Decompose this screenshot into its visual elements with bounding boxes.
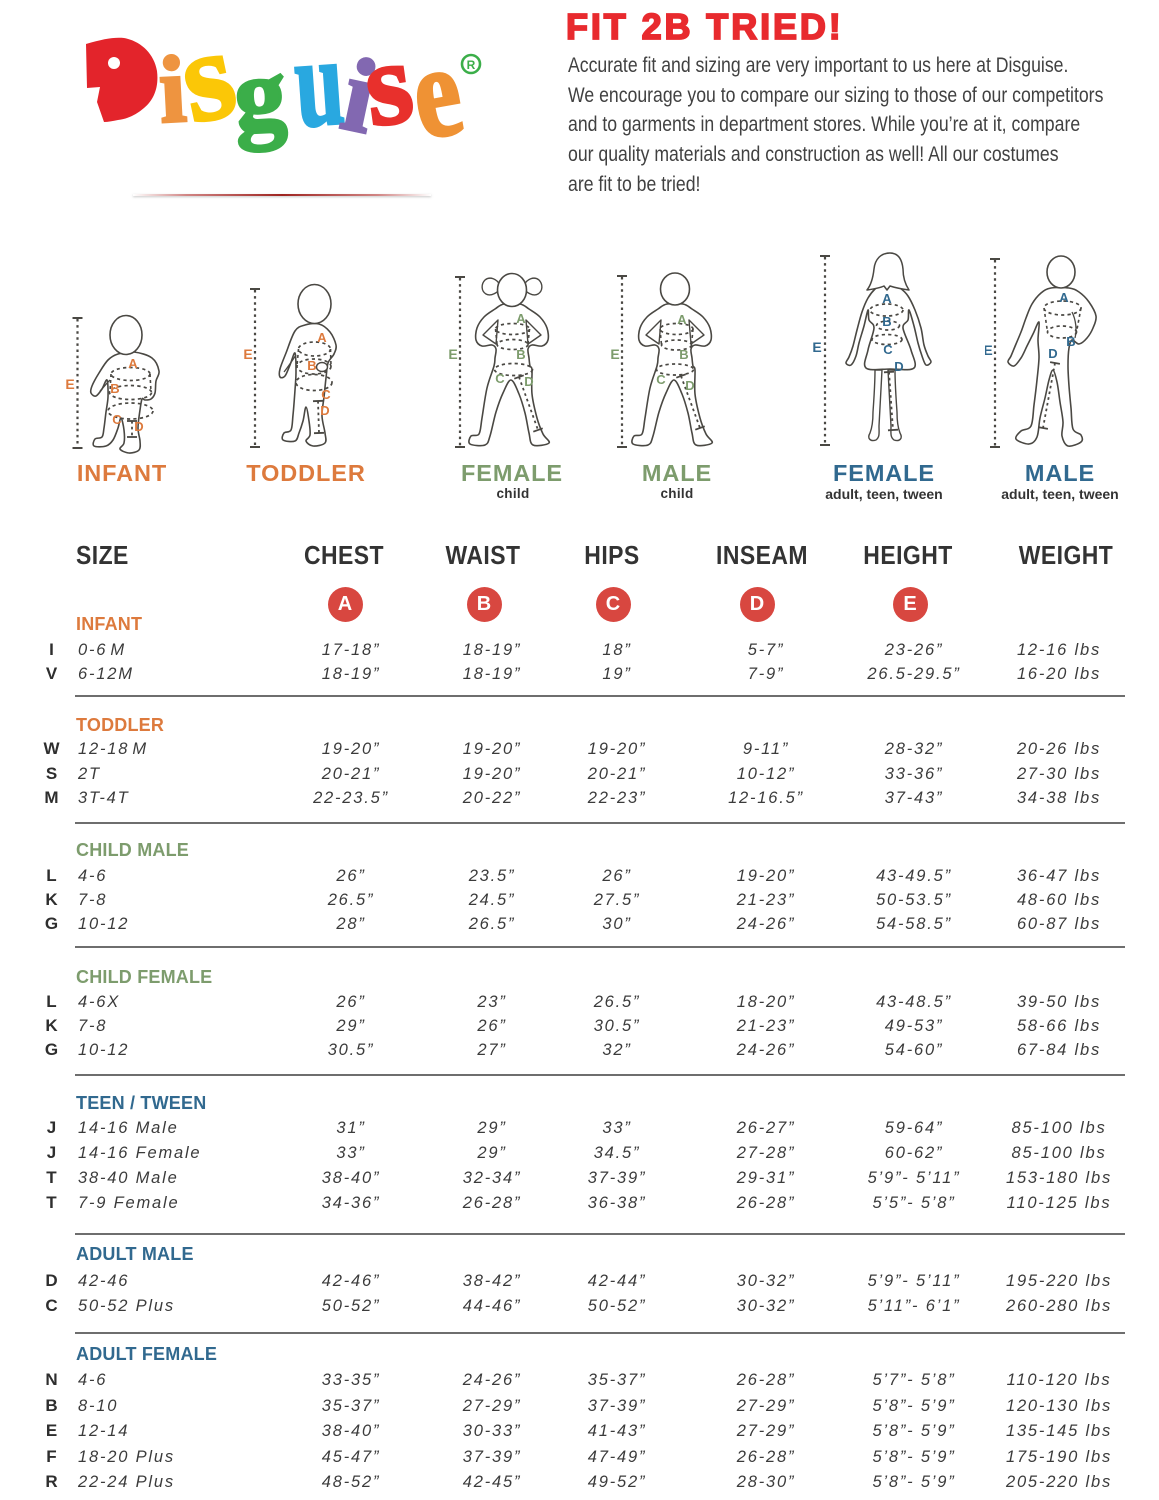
svg-text:B: B xyxy=(679,347,688,362)
svg-text:D: D xyxy=(320,403,329,418)
svg-text:B: B xyxy=(307,358,316,373)
svg-text:B: B xyxy=(516,347,525,362)
svg-text:D: D xyxy=(894,359,903,374)
svg-text:A: A xyxy=(1059,290,1069,305)
svg-text:B: B xyxy=(110,381,119,396)
svg-text:B: B xyxy=(1066,334,1075,349)
svg-text:A: A xyxy=(882,291,892,306)
svg-text:E: E xyxy=(243,346,252,362)
svg-text:R: R xyxy=(467,58,476,72)
svg-text:C: C xyxy=(112,412,122,427)
svg-text:A: A xyxy=(516,311,526,326)
svg-text:D: D xyxy=(685,378,694,393)
svg-text:D: D xyxy=(134,419,143,434)
svg-text:E: E xyxy=(610,346,619,362)
svg-text:B: B xyxy=(882,314,891,329)
svg-text:D: D xyxy=(524,374,533,389)
svg-text:E: E xyxy=(65,376,74,392)
svg-text:C: C xyxy=(495,371,505,386)
svg-text:C: C xyxy=(656,372,666,387)
svg-text:u: u xyxy=(290,25,348,154)
svg-text:A: A xyxy=(677,312,687,327)
svg-text:E: E xyxy=(812,339,821,355)
svg-text:D: D xyxy=(1048,346,1057,361)
svg-text:C: C xyxy=(321,387,331,402)
svg-text:E: E xyxy=(985,342,993,358)
svg-text:A: A xyxy=(128,356,138,371)
svg-text:A: A xyxy=(317,330,327,345)
svg-text:C: C xyxy=(883,342,893,357)
svg-text:E: E xyxy=(448,346,457,362)
svg-text:g: g xyxy=(231,36,288,153)
